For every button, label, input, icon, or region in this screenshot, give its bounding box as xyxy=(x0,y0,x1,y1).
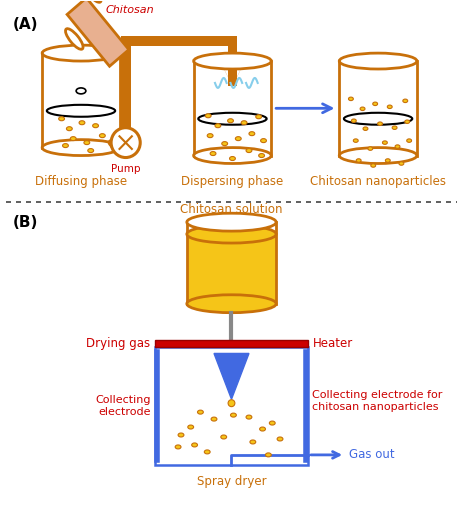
Ellipse shape xyxy=(395,145,400,149)
Ellipse shape xyxy=(403,99,408,102)
Ellipse shape xyxy=(42,45,120,61)
Ellipse shape xyxy=(246,149,252,153)
Text: (B): (B) xyxy=(13,215,38,230)
Ellipse shape xyxy=(66,127,72,131)
Ellipse shape xyxy=(260,427,265,431)
Ellipse shape xyxy=(65,29,83,49)
Ellipse shape xyxy=(277,437,283,441)
Ellipse shape xyxy=(215,124,221,128)
Ellipse shape xyxy=(399,162,404,165)
Ellipse shape xyxy=(228,119,233,123)
Ellipse shape xyxy=(339,53,417,69)
Ellipse shape xyxy=(407,139,411,142)
Bar xyxy=(193,61,271,156)
Ellipse shape xyxy=(198,410,203,414)
Text: Spray dryer: Spray dryer xyxy=(197,475,266,488)
Bar xyxy=(228,36,237,86)
Polygon shape xyxy=(214,353,249,399)
Ellipse shape xyxy=(348,97,353,100)
Text: Pump: Pump xyxy=(111,164,140,174)
Ellipse shape xyxy=(387,105,392,108)
Ellipse shape xyxy=(339,148,417,163)
Text: Heater: Heater xyxy=(313,337,353,350)
Ellipse shape xyxy=(256,115,262,119)
Ellipse shape xyxy=(205,114,211,118)
Ellipse shape xyxy=(204,450,210,454)
Text: Dispersing phase: Dispersing phase xyxy=(182,175,283,189)
Bar xyxy=(121,36,237,46)
Ellipse shape xyxy=(210,152,216,156)
Ellipse shape xyxy=(236,137,241,140)
Circle shape xyxy=(228,400,235,407)
Ellipse shape xyxy=(83,0,101,3)
Text: (A): (A) xyxy=(13,17,38,32)
Ellipse shape xyxy=(259,154,264,158)
Ellipse shape xyxy=(405,120,410,124)
Text: Collecting electrode for
chitosan nanoparticles: Collecting electrode for chitosan nanopa… xyxy=(312,390,442,412)
Ellipse shape xyxy=(88,149,94,153)
Bar xyxy=(339,61,417,156)
Ellipse shape xyxy=(265,453,271,457)
Bar xyxy=(155,340,308,347)
Ellipse shape xyxy=(92,124,99,128)
Ellipse shape xyxy=(353,139,358,142)
Ellipse shape xyxy=(178,433,184,437)
Bar xyxy=(187,232,276,304)
Ellipse shape xyxy=(221,435,227,439)
Text: Drying gas: Drying gas xyxy=(86,337,150,350)
Ellipse shape xyxy=(229,157,236,161)
Text: Chitosan solution: Chitosan solution xyxy=(180,203,283,216)
Ellipse shape xyxy=(79,121,85,125)
Ellipse shape xyxy=(363,127,368,130)
Bar xyxy=(155,347,308,465)
Ellipse shape xyxy=(222,141,228,146)
Ellipse shape xyxy=(249,132,255,136)
Ellipse shape xyxy=(187,213,276,231)
Ellipse shape xyxy=(250,440,256,444)
Text: Chitosan nanoparticles: Chitosan nanoparticles xyxy=(310,175,446,189)
Ellipse shape xyxy=(246,415,252,419)
Ellipse shape xyxy=(241,121,247,125)
Ellipse shape xyxy=(187,295,276,313)
Ellipse shape xyxy=(360,107,365,111)
Bar xyxy=(121,41,130,128)
Ellipse shape xyxy=(368,147,373,150)
Ellipse shape xyxy=(383,141,387,144)
Ellipse shape xyxy=(371,164,376,167)
Ellipse shape xyxy=(187,225,276,243)
Ellipse shape xyxy=(193,148,271,163)
Ellipse shape xyxy=(100,134,105,137)
Ellipse shape xyxy=(392,126,397,129)
Polygon shape xyxy=(67,0,129,66)
Ellipse shape xyxy=(230,413,237,417)
Ellipse shape xyxy=(175,445,181,449)
Ellipse shape xyxy=(193,53,271,69)
Ellipse shape xyxy=(378,122,383,125)
Bar xyxy=(42,53,120,148)
Ellipse shape xyxy=(269,421,275,425)
Circle shape xyxy=(111,128,140,158)
Ellipse shape xyxy=(356,159,361,162)
Ellipse shape xyxy=(207,134,213,137)
Text: Diffusing phase: Diffusing phase xyxy=(35,175,127,189)
Text: Gas out: Gas out xyxy=(349,448,394,461)
Ellipse shape xyxy=(84,140,90,144)
Text: Collecting
electrode: Collecting electrode xyxy=(95,395,151,417)
Ellipse shape xyxy=(261,138,266,142)
Ellipse shape xyxy=(70,137,76,140)
Ellipse shape xyxy=(373,102,378,105)
Ellipse shape xyxy=(385,159,390,162)
Ellipse shape xyxy=(191,443,198,447)
Ellipse shape xyxy=(42,139,120,156)
Ellipse shape xyxy=(351,119,356,123)
Ellipse shape xyxy=(59,117,64,121)
Text: Chitosan: Chitosan xyxy=(105,6,154,15)
Ellipse shape xyxy=(211,417,217,421)
Ellipse shape xyxy=(63,143,68,148)
Ellipse shape xyxy=(188,425,193,429)
